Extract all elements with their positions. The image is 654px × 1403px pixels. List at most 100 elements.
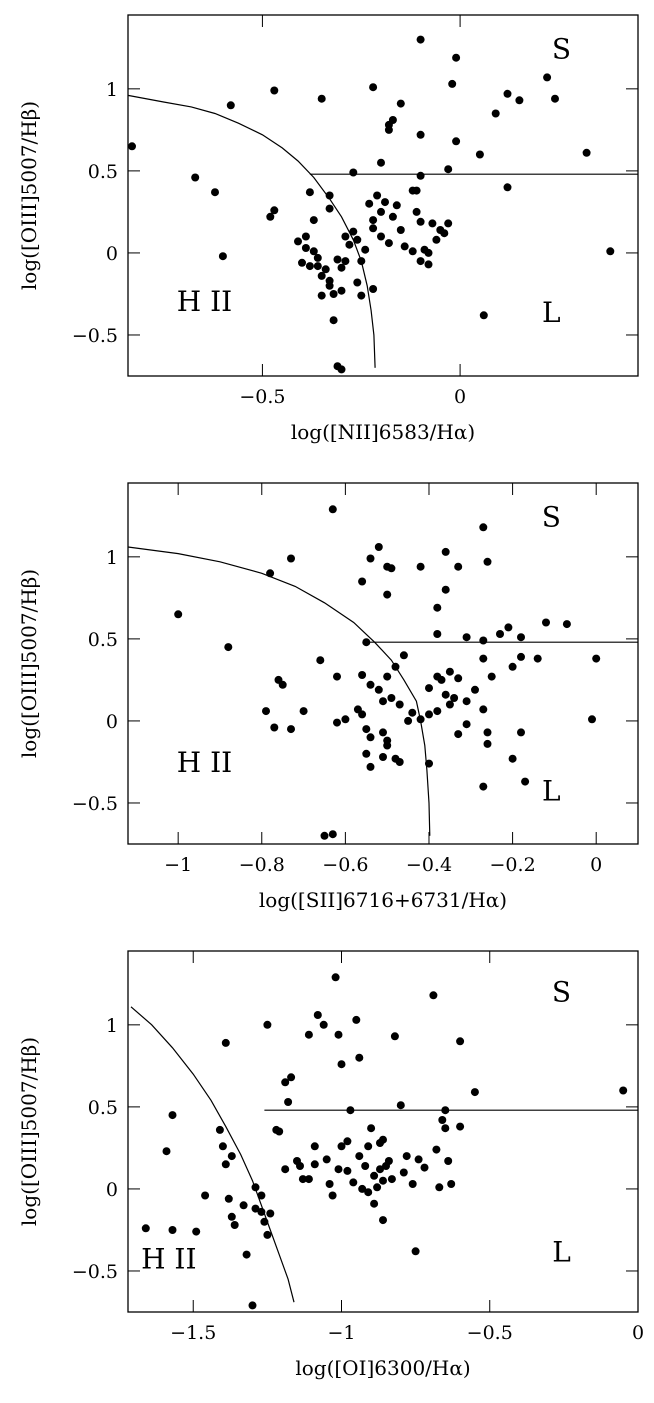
data-point xyxy=(270,206,279,215)
data-point xyxy=(376,1165,384,1174)
data-point xyxy=(349,227,358,236)
data-point xyxy=(414,1155,423,1164)
plot-frame xyxy=(127,950,639,1313)
data-point xyxy=(337,365,346,374)
data-point xyxy=(374,543,383,551)
data-point xyxy=(341,232,350,241)
data-point xyxy=(503,183,512,192)
x-tick-label: −0.6 xyxy=(322,854,368,876)
data-point xyxy=(395,700,404,709)
data-point xyxy=(358,710,367,719)
data-point xyxy=(263,1230,272,1239)
data-point xyxy=(533,654,542,663)
data-point xyxy=(370,1199,379,1208)
x-tick-label: −1 xyxy=(327,1322,355,1344)
data-point xyxy=(281,1165,290,1174)
data-point xyxy=(542,618,550,627)
data-point xyxy=(349,1178,358,1187)
data-point xyxy=(369,285,378,293)
data-point xyxy=(433,707,442,716)
data-point xyxy=(337,286,346,295)
data-point xyxy=(588,715,596,724)
data-point xyxy=(218,252,227,261)
data-point xyxy=(230,1221,239,1229)
data-point xyxy=(362,749,371,758)
region-label-seyfert: S xyxy=(542,500,561,533)
data-point xyxy=(450,694,459,702)
data-point xyxy=(192,1227,201,1236)
y-axis-label: log([OIII]5007/Hβ) xyxy=(17,1037,41,1226)
data-point xyxy=(432,1145,441,1154)
data-point xyxy=(379,1216,387,1225)
data-point xyxy=(321,265,330,274)
data-point xyxy=(337,1142,346,1151)
data-point xyxy=(345,240,354,249)
data-point xyxy=(329,316,338,325)
data-point xyxy=(441,585,450,594)
y-tick-label: 1 xyxy=(106,547,118,569)
y-tick-label: 0 xyxy=(106,243,118,265)
data-point xyxy=(218,1142,227,1151)
y-tick-label: 0.5 xyxy=(88,161,118,183)
data-point xyxy=(361,245,370,254)
y-tick-label: −0.5 xyxy=(72,325,118,347)
data-point xyxy=(475,150,484,159)
y-tick-label: 1 xyxy=(106,79,118,101)
data-point xyxy=(343,1166,352,1175)
data-point xyxy=(304,1030,313,1039)
data-point xyxy=(424,260,433,269)
data-point xyxy=(337,263,346,272)
data-point xyxy=(287,554,295,563)
data-point xyxy=(298,1175,307,1184)
data-point xyxy=(325,281,334,290)
data-point xyxy=(479,705,488,714)
data-point xyxy=(211,188,219,197)
y-tick-label: 0.5 xyxy=(88,1097,118,1119)
data-point xyxy=(470,1088,479,1097)
data-point xyxy=(447,1180,456,1188)
data-point xyxy=(221,1160,230,1169)
data-point xyxy=(483,739,492,748)
data-point xyxy=(379,1176,387,1185)
data-point xyxy=(352,1015,361,1024)
data-point xyxy=(483,728,492,737)
data-point xyxy=(298,258,306,267)
plot-frame xyxy=(127,14,639,377)
data-point xyxy=(504,623,513,632)
data-point xyxy=(390,1032,399,1041)
region-label-liner: L xyxy=(542,296,561,329)
y-tick-label: 0 xyxy=(106,1179,118,1201)
data-point xyxy=(388,116,397,124)
data-point xyxy=(399,651,408,660)
data-point xyxy=(162,1147,171,1156)
x-tick-label: −0.8 xyxy=(239,854,285,876)
data-point xyxy=(517,633,525,642)
data-point xyxy=(367,1124,376,1133)
data-point xyxy=(287,725,295,734)
data-point xyxy=(387,1175,396,1184)
y-tick-label: 0.5 xyxy=(88,629,118,651)
data-point xyxy=(313,253,322,262)
data-point xyxy=(317,271,326,280)
data-point xyxy=(248,1301,257,1310)
data-point xyxy=(224,643,233,652)
data-point xyxy=(479,636,488,645)
data-point xyxy=(227,1152,236,1161)
data-point xyxy=(400,242,409,251)
data-point xyxy=(429,991,438,1000)
data-point xyxy=(416,562,425,571)
data-point xyxy=(329,290,338,298)
data-point xyxy=(168,1111,177,1120)
data-point xyxy=(374,685,383,694)
data-point xyxy=(402,1152,411,1161)
data-point xyxy=(582,148,591,157)
data-point xyxy=(408,708,417,717)
data-point xyxy=(320,831,329,840)
data-point xyxy=(471,685,479,694)
x-tick-label: −0.5 xyxy=(467,1322,513,1344)
data-point xyxy=(224,1194,233,1203)
ticks: −1.5 −1 −0.5 0 −0.5 0 0.5 1 xyxy=(72,951,644,1344)
data-point xyxy=(128,142,136,151)
data-point xyxy=(299,707,308,716)
data-point xyxy=(373,191,382,200)
